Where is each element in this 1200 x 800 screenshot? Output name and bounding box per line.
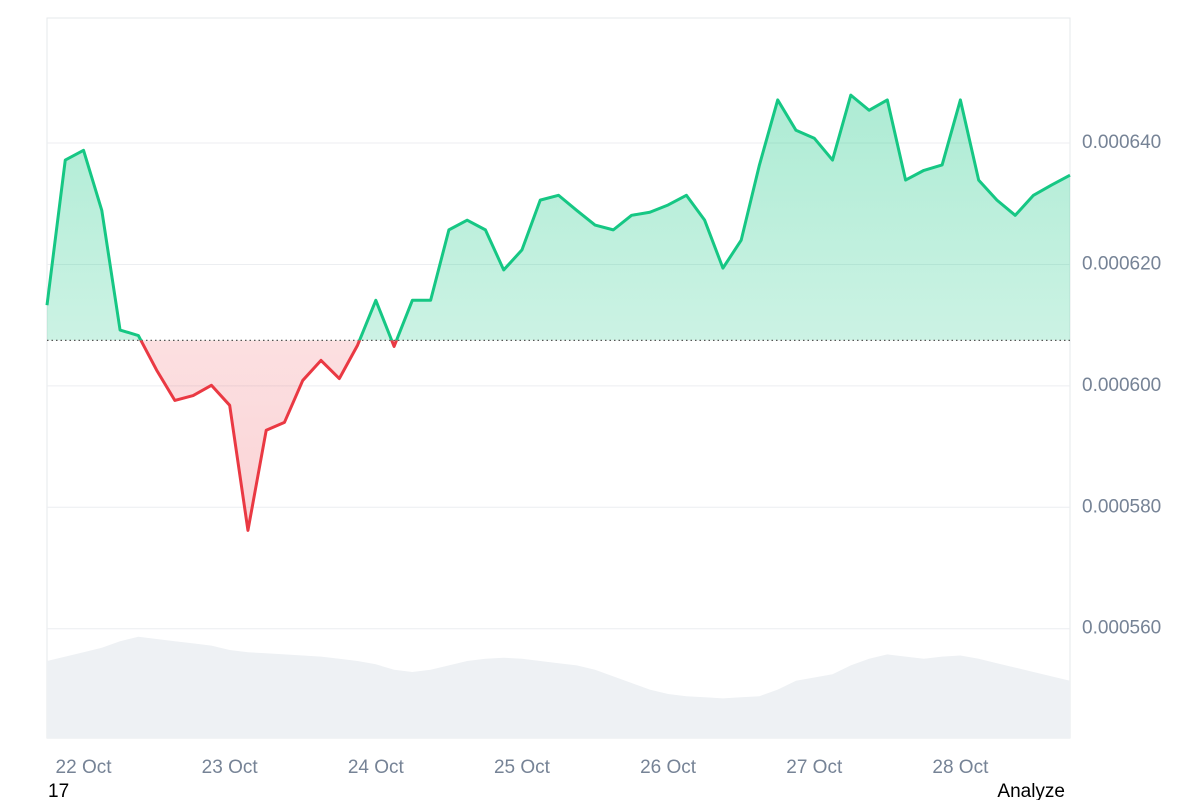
y-tick-label: 0.000640 [1082,132,1161,153]
footer-right[interactable]: Analyze [997,781,1065,800]
footer-left: 17 [48,781,69,800]
area-above [47,95,1070,341]
y-tick-label: 0.000600 [1082,375,1161,396]
y-tick-label: 0.000560 [1082,618,1161,639]
price-line-above [45,93,1071,341]
x-tick-label: 23 Oct [202,757,259,778]
y-tick-label: 0.000620 [1082,253,1161,274]
x-tick-label: 24 Oct [348,757,405,778]
price-line-below [139,340,399,532]
area-below [47,340,1070,531]
x-tick-label: 27 Oct [786,757,843,778]
x-tick-label: 28 Oct [932,757,989,778]
x-tick-label: 25 Oct [494,757,551,778]
x-tick-label: 22 Oct [56,757,113,778]
x-tick-label: 26 Oct [640,757,697,778]
y-tick-label: 0.000580 [1082,496,1161,517]
volume-area [47,636,1070,738]
